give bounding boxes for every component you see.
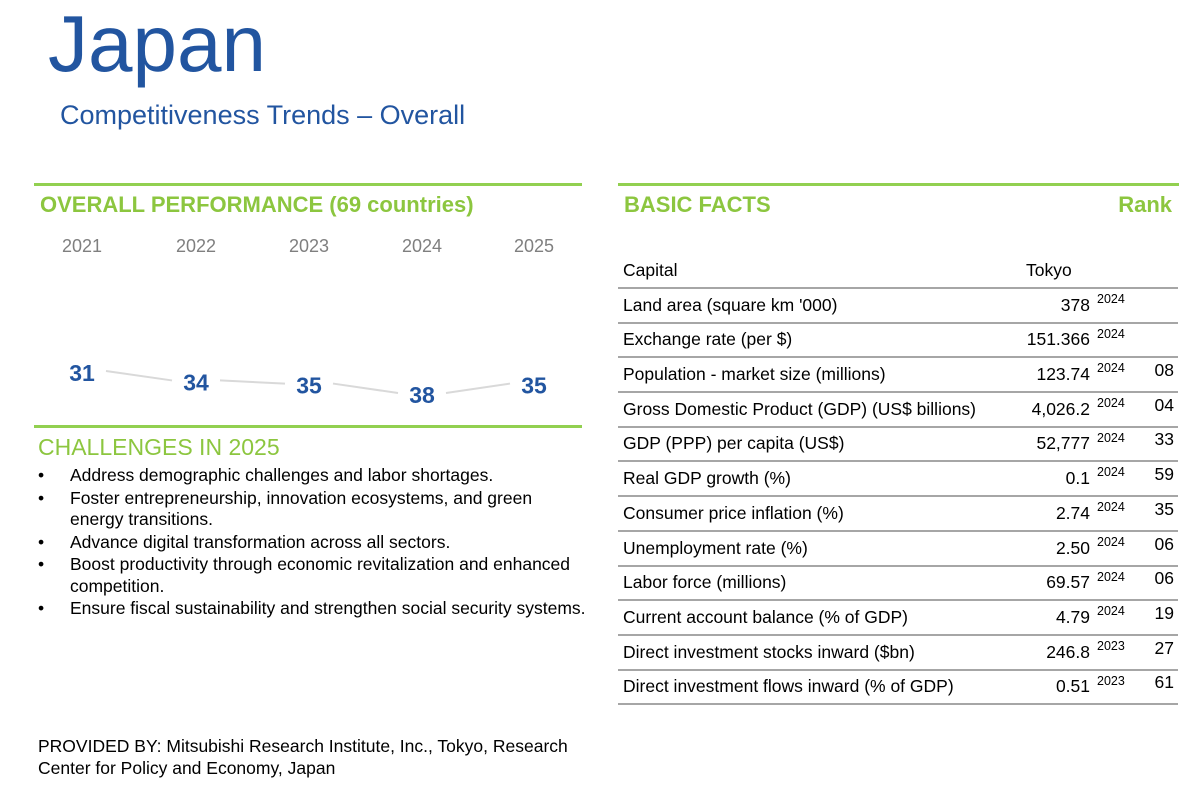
basic-facts-table: Capital Tokyo Land area (square km '000) 37… [618,257,1178,706]
page-title: Japan [48,0,266,88]
rank-label-2024: 38 [409,382,435,408]
provided-by-note: PROVIDED BY: Mitsubishi Research Institu… [38,736,568,778]
fact-label: Direct investment stocks inward ($bn) [623,641,915,662]
trend-segment-2024-2025 [445,382,511,394]
fact-row: Land area (square km '000) 378 2024 [618,289,1178,324]
page-subtitle: Competitiveness Trends – Overall [60,100,466,130]
fact-value: 52,777 [1036,433,1090,454]
fact-label: Population - market size (millions) [623,364,886,385]
rank-label-2022: 34 [183,369,209,395]
fact-value: 0.1 [1065,468,1090,489]
performance-top-rule [34,183,582,186]
fact-value: 2.74 [1055,502,1090,523]
challenge-item: Boost productivity through economic revi… [38,554,586,597]
challenge-item: Advance digital transformation across al… [38,532,586,554]
fact-value: 0.51 [1055,676,1090,697]
fact-year: 2024 [1097,465,1125,480]
year-label-2025: 2025 [513,236,555,256]
fact-rank: 35 [1154,498,1174,519]
fact-row: Current account balance (% of GDP) 4.79 20… [618,601,1178,636]
fact-row: Gross Domestic Product (GDP) (US$ billio… [618,393,1178,428]
fact-rank: 06 [1154,533,1174,554]
fact-rank: 06 [1154,568,1174,589]
fact-label: Land area (square km '000) [623,294,838,315]
fact-row: Real GDP growth (%) 0.1 2024 59 [618,462,1178,498]
fact-year: 2024 [1097,396,1125,411]
challenge-item: Ensure fiscal sustainability and strengt… [38,598,586,620]
fact-year: 2023 [1097,673,1125,688]
fact-label: Unemployment rate (%) [623,537,808,558]
fact-rank: 61 [1154,672,1174,693]
challenge-item: Foster entrepreneurship, innovation ecos… [38,488,586,531]
fact-row: Population - market size (millions) 123.7… [618,358,1178,394]
fact-label: Current account balance (% of GDP) [623,606,908,627]
fact-value: 246.8 [1046,641,1090,662]
challenge-item: Address demographic challenges and labor… [38,465,586,487]
rank-trend-chart: 31 34 35 38 35 [69,360,547,408]
basic-facts-heading: BASIC FACTS [624,192,771,217]
facts-top-rule [618,183,1179,186]
year-label-2021: 2021 [61,236,103,256]
fact-value: 69.57 [1046,572,1090,593]
fact-label: Direct investment flows inward (% of GDP… [623,676,954,697]
fact-value: Tokyo [1026,260,1072,280]
fact-label: Labor force (millions) [623,572,787,593]
year-label-2024: 2024 [401,236,443,256]
fact-rank: 08 [1154,360,1174,381]
fact-row: Direct investment stocks inward ($bn) 246… [618,636,1178,671]
fact-value: 151.366 [1026,329,1090,350]
fact-year: 2024 [1097,430,1125,445]
rank-label-2021: 31 [69,360,95,386]
fact-label: Gross Domestic Product (GDP) (US$ billio… [623,398,976,419]
fact-value: 2.50 [1055,537,1090,558]
fact-year: 2024 [1097,569,1125,584]
year-label-2023: 2023 [288,236,330,256]
fact-row: Capital Tokyo [618,257,1178,289]
fact-row: Unemployment rate (%) 2.50 2024 06 [618,532,1178,567]
fact-year: 2023 [1097,638,1125,653]
fact-row: GDP (PPP) per capita (US$) 52,777 2024 33 [618,428,1178,463]
fact-year: 2024 [1097,292,1125,306]
fact-label: Real GDP growth (%) [623,468,791,489]
fact-value: 123.74 [1036,364,1090,385]
fact-label: GDP (PPP) per capita (US$) [623,433,845,454]
rank-heading: Rank [1118,192,1172,217]
fact-label: Exchange rate (per $) [623,329,793,350]
challenges-heading: CHALLENGES IN 2025 [38,434,280,460]
fact-year: 2024 [1097,500,1125,515]
trend-segment-2021-2022 [105,370,173,382]
fact-year: 2024 [1097,534,1125,549]
fact-year: 2024 [1097,604,1125,619]
performance-heading: OVERALL PERFORMANCE (69 countries) [40,192,474,217]
fact-value: 4.79 [1055,606,1090,627]
fact-year: 2024 [1097,326,1125,341]
fact-row: Consumer price inflation (%) 2.74 2024 35 [618,497,1178,532]
performance-bottom-rule [34,425,582,428]
fact-rank: 27 [1154,637,1174,658]
fact-label: Capital [623,260,678,280]
fact-label: Consumer price inflation (%) [623,502,844,523]
fact-rank: 33 [1154,429,1174,450]
fact-rank: 04 [1154,394,1174,415]
fact-row: Direct investment flows inward (% of GDP… [618,671,1178,706]
fact-value: 4,026.2 [1031,398,1090,419]
fact-value: 378 [1060,294,1090,315]
year-label-2022: 2022 [175,236,217,256]
fact-year: 2024 [1097,361,1125,376]
fact-rank: 59 [1154,464,1174,485]
rank-label-2025: 35 [521,373,547,399]
trend-segment-2022-2023 [219,379,286,385]
rank-label-2023: 35 [296,373,322,399]
fact-row: Exchange rate (per $) 151.366 2024 [618,324,1178,359]
fact-rank: 19 [1154,602,1174,623]
challenges-list: Address demographic challenges and labor… [38,465,586,621]
trend-segment-2023-2024 [332,382,399,394]
fact-row: Labor force (millions) 69.57 2024 06 [618,567,1178,602]
